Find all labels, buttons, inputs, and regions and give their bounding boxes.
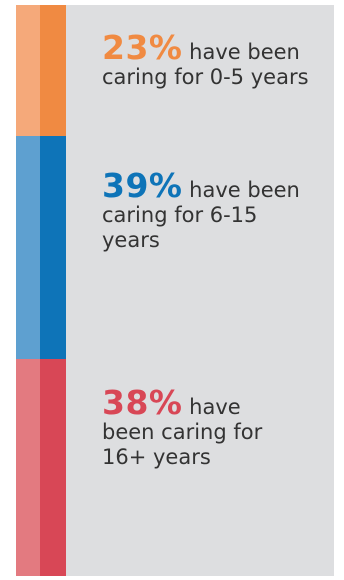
bar-segment-6-15-years-dark (40, 136, 66, 359)
bar-segment-16-plus-years-light (16, 359, 40, 576)
stat-text-16-plus-years-line-3: 16+ years (102, 445, 211, 469)
bar-segment-16-plus-years (16, 359, 66, 576)
percent-label-16-plus-years: 38% (102, 383, 183, 422)
stat-label-6-15-years: 39% have been caring for 6-15 years (102, 169, 328, 253)
bar-segment-0-5-years-dark (40, 5, 66, 136)
stat-label-0-5-years: 23% have been caring for 0-5 years (102, 31, 328, 90)
stat-text-6-15-years-line-2: caring for 6-15 (102, 203, 258, 227)
bar-segment-0-5-years-light (16, 5, 40, 136)
stat-text-6-15-years-line-1: have been (182, 178, 300, 202)
stat-text-16-plus-years-line-1: have (182, 395, 241, 419)
bar-segment-0-5-years (16, 5, 66, 136)
stat-text-0-5-years-line-1: have been (182, 40, 300, 64)
percent-label-0-5-years: 23% (102, 28, 183, 67)
stat-label-16-plus-years: 38% have been caring for 16+ years (102, 386, 328, 470)
bar-segment-16-plus-years-dark (40, 359, 66, 576)
stat-text-0-5-years-line-2: caring for 0-5 years (102, 65, 309, 89)
stat-text-6-15-years-line-3: years (102, 228, 160, 252)
stat-text-16-plus-years-line-2: been caring for (102, 420, 263, 444)
bar-segment-6-15-years (16, 136, 66, 359)
bar-segment-6-15-years-light (16, 136, 40, 359)
chart-panel: 23% have been caring for 0-5 years 39% ha… (16, 5, 334, 576)
percent-label-6-15-years: 39% (102, 166, 183, 205)
